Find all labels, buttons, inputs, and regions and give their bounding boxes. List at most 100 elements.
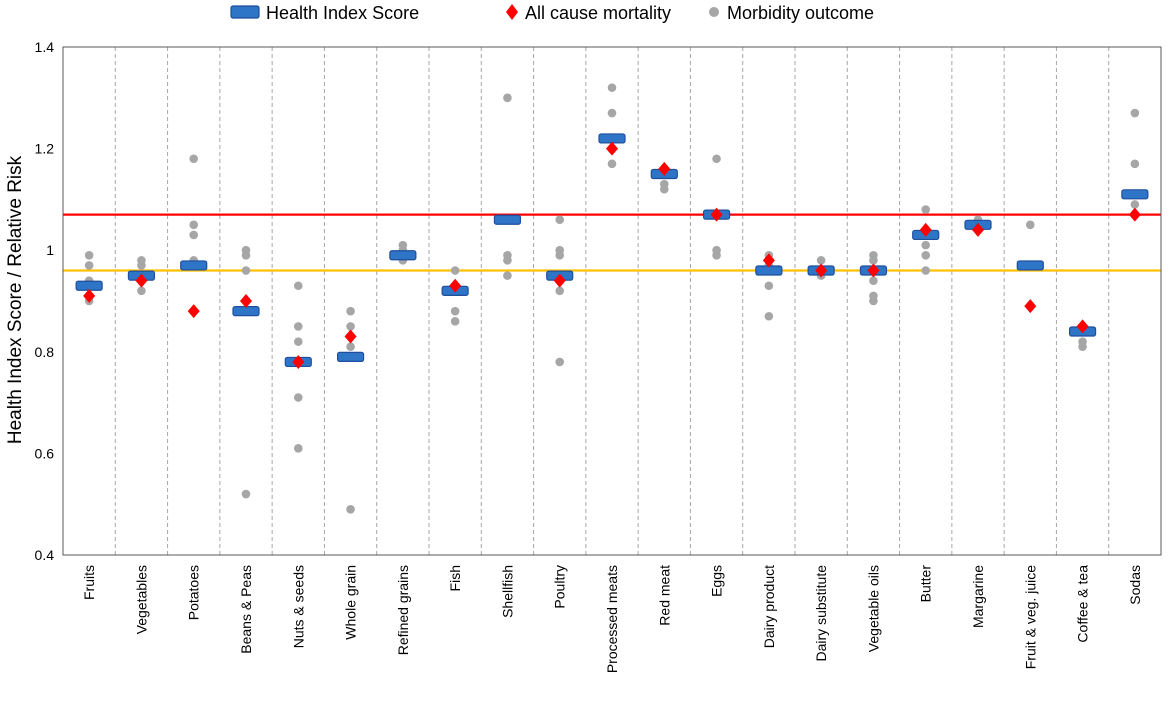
legend-item-health-index: Health Index Score — [230, 3, 419, 23]
mortality-point-red-meat — [658, 161, 671, 176]
y-tick-label: 0.4 — [35, 547, 55, 563]
morbidity-point-fruits — [84, 261, 94, 270]
mortality-point-fish — [449, 278, 462, 293]
mortality-point-processed-meats — [606, 141, 618, 156]
category-label-vegetable-oils: Vegetable oils — [865, 565, 881, 652]
y-tick-label: 0.8 — [35, 344, 55, 360]
category-label-refined-grains: Refined grains — [395, 565, 411, 655]
legend-label-morbidity: Morbidity outcome — [727, 3, 874, 23]
morbidity-point-potatoes — [189, 220, 199, 230]
morbidity-point-poultry — [555, 250, 565, 260]
category-label-margarine: Margarine — [970, 565, 986, 628]
morbidity-point-beans-peas — [241, 266, 251, 275]
category-label-nuts-seeds: Nuts & seeds — [290, 565, 306, 648]
mortality-point-vegetables — [135, 273, 148, 288]
morbidity-point-processed-meats — [607, 83, 617, 92]
morbidity-point-fish — [450, 317, 460, 326]
mortality-point-coffee-tea — [1076, 319, 1089, 334]
morbidity-point-vegetables — [137, 286, 146, 296]
morbidity-point-poultry — [555, 357, 565, 367]
legend-item-mortality: All cause mortality — [506, 3, 671, 23]
morbidity-point-whole-grain — [346, 322, 355, 331]
morbidity-point-beans-peas — [241, 250, 251, 260]
legend-label-mortality: All cause mortality — [525, 3, 671, 23]
plot-frame — [62, 46, 1162, 556]
reference-lines — [63, 213, 1161, 272]
y-tick-label: 1.2 — [35, 141, 55, 157]
plot-area: 0.4 0.6 0.8 1 1.2 1.4 Fruits Vegetables Potatoe… — [35, 39, 1161, 673]
health-index-bar-sodas — [1121, 189, 1149, 200]
legend-marker-morbidity — [709, 7, 719, 17]
morbidity-point-sodas — [1130, 159, 1140, 169]
x-category-labels: Fruits Vegetables Potatoes Beans & Peas Nuts… — [81, 565, 1143, 674]
morbidity-point-vegetables — [137, 261, 146, 270]
legend-marker-mortality — [506, 4, 518, 20]
morbidity-point-shellfish — [503, 256, 512, 265]
morbidity-point-processed-meats — [607, 108, 617, 118]
mortality-point-dairy-product — [762, 253, 775, 268]
morbidity-point-nuts-seeds — [293, 444, 303, 453]
y-axis-title: Health Index Score / Relative Risk — [5, 155, 26, 444]
category-label-dairy-product: Dairy product — [761, 565, 777, 648]
y-tick-label: 1.4 — [35, 39, 55, 55]
category-label-vegetables: Vegetables — [133, 565, 149, 634]
morbidity-point-sodas — [1130, 108, 1140, 118]
morbidity-point-processed-meats — [607, 159, 617, 169]
category-label-butter: Butter — [918, 565, 934, 603]
y-tick-label: 1 — [46, 242, 54, 258]
health-index-bar-fruits — [75, 280, 103, 291]
morbidity-point-nuts-seeds — [293, 393, 303, 402]
y-tick-labels: 0.4 0.6 0.8 1 1.2 1.4 — [35, 39, 55, 563]
morbidity-point-coffee-tea — [1078, 342, 1087, 352]
morbidity-point-poultry — [555, 215, 565, 225]
mortality-point-vegetable-oils — [867, 263, 880, 278]
morbidity-point-dairy-product — [764, 311, 774, 321]
morbidity-point-beans-peas — [241, 489, 251, 499]
mortality-point-nuts-seeds — [292, 354, 305, 369]
category-label-potatoes: Potatoes — [186, 565, 202, 620]
morbidity-point-whole-grain — [346, 306, 355, 316]
morbidity-point-shellfish — [503, 93, 512, 103]
category-label-coffee-tea: Coffee & tea — [1075, 565, 1091, 643]
legend: Health Index Score All cause mortality M… — [230, 3, 874, 23]
mortality-point-sodas — [1128, 207, 1141, 222]
mortality-point-butter — [919, 222, 932, 237]
legend-label-health-index: Health Index Score — [266, 3, 419, 23]
mortality-point-dairy-substitute — [815, 263, 828, 278]
mortality-point-eggs — [710, 207, 723, 222]
y-tick-label: 0.6 — [35, 445, 55, 461]
category-label-poultry: Poultry — [552, 565, 568, 609]
health-index-bar-processed-meats — [598, 133, 626, 144]
morbidity-point-fish — [450, 306, 460, 316]
mortality-point-margarine — [972, 222, 984, 237]
morbidity-point-whole-grain — [346, 342, 355, 352]
morbidity-point-vegetable-oils — [869, 256, 878, 265]
category-label-eggs: Eggs — [709, 565, 725, 597]
health-index-bar-refined-grains — [389, 250, 417, 261]
mortality-point-potatoes — [187, 304, 200, 319]
morbidity-point-fruit-veg-juice — [1025, 220, 1035, 230]
morbidity-point-nuts-seeds — [293, 337, 303, 346]
morbidity-point-shellfish — [503, 271, 512, 280]
health-index-bar-beans-peas — [232, 306, 260, 317]
morbidity-point-eggs — [712, 250, 721, 260]
morbidity-point-vegetable-oils — [869, 276, 878, 285]
category-label-red-meat: Red meat — [656, 565, 672, 626]
health-index-bar-whole-grain — [336, 351, 365, 362]
morbidity-point-fruits — [84, 250, 94, 260]
category-label-fish: Fish — [447, 565, 463, 591]
morbidity-point-sodas — [1130, 200, 1140, 209]
morbidity-point-fish — [450, 266, 460, 275]
health-index-bars — [75, 133, 1149, 368]
category-label-dairy-substitute: Dairy substitute — [813, 565, 829, 662]
morbidity-point-red-meat — [659, 184, 669, 194]
mortality-point-poultry — [553, 273, 566, 288]
mortality-point-beans-peas — [240, 294, 252, 308]
morbidity-point-butter — [921, 250, 931, 260]
health-index-bar-potatoes — [180, 260, 208, 271]
legend-marker-health-index — [230, 5, 260, 19]
morbidity-point-potatoes — [189, 230, 199, 240]
health-index-bar-shellfish — [493, 214, 522, 225]
category-label-shellfish: Shellfish — [499, 565, 515, 618]
